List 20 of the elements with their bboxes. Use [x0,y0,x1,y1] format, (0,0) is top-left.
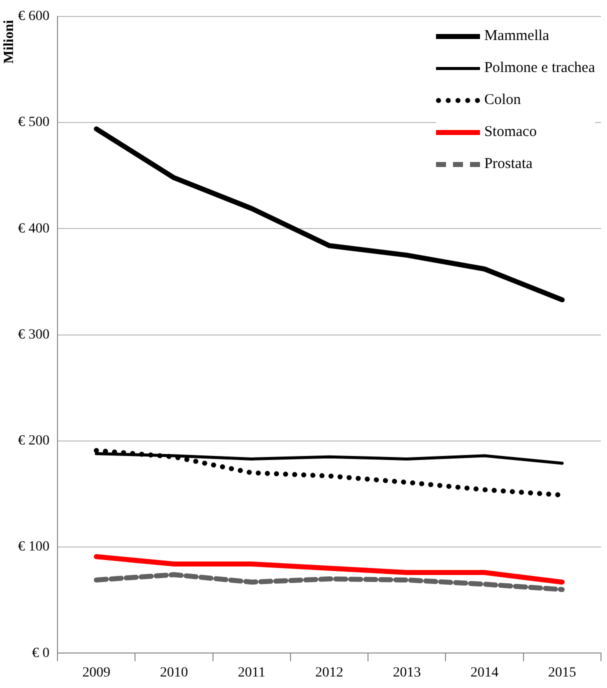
legend-label: Mammella [484,28,550,44]
legend-label: Colon [484,92,521,108]
x-tick-label: 2013 [392,665,421,680]
y-tick-label: € 400 [18,221,50,236]
x-tick-label: 2015 [548,665,576,680]
legend-label: Prostata [484,156,533,172]
legend-label: Stomaco [484,124,537,140]
x-tick-label: 2009 [82,665,110,680]
y-tick-label: € 500 [18,115,50,130]
x-tick-label: 2011 [238,665,266,680]
y-axis-title: Milioni [2,20,18,64]
y-tick-label: € 600 [18,9,50,24]
x-tick-label: 2010 [160,665,188,680]
legend-label: Polmone e trachea [484,60,595,76]
x-tick-label: 2014 [470,665,499,680]
y-tick-label: € 0 [32,646,50,661]
y-tick-label: € 100 [18,540,50,555]
x-tick-label: 2012 [315,665,344,680]
y-tick-label: € 200 [18,434,50,449]
y-tick-label: € 300 [18,327,50,342]
